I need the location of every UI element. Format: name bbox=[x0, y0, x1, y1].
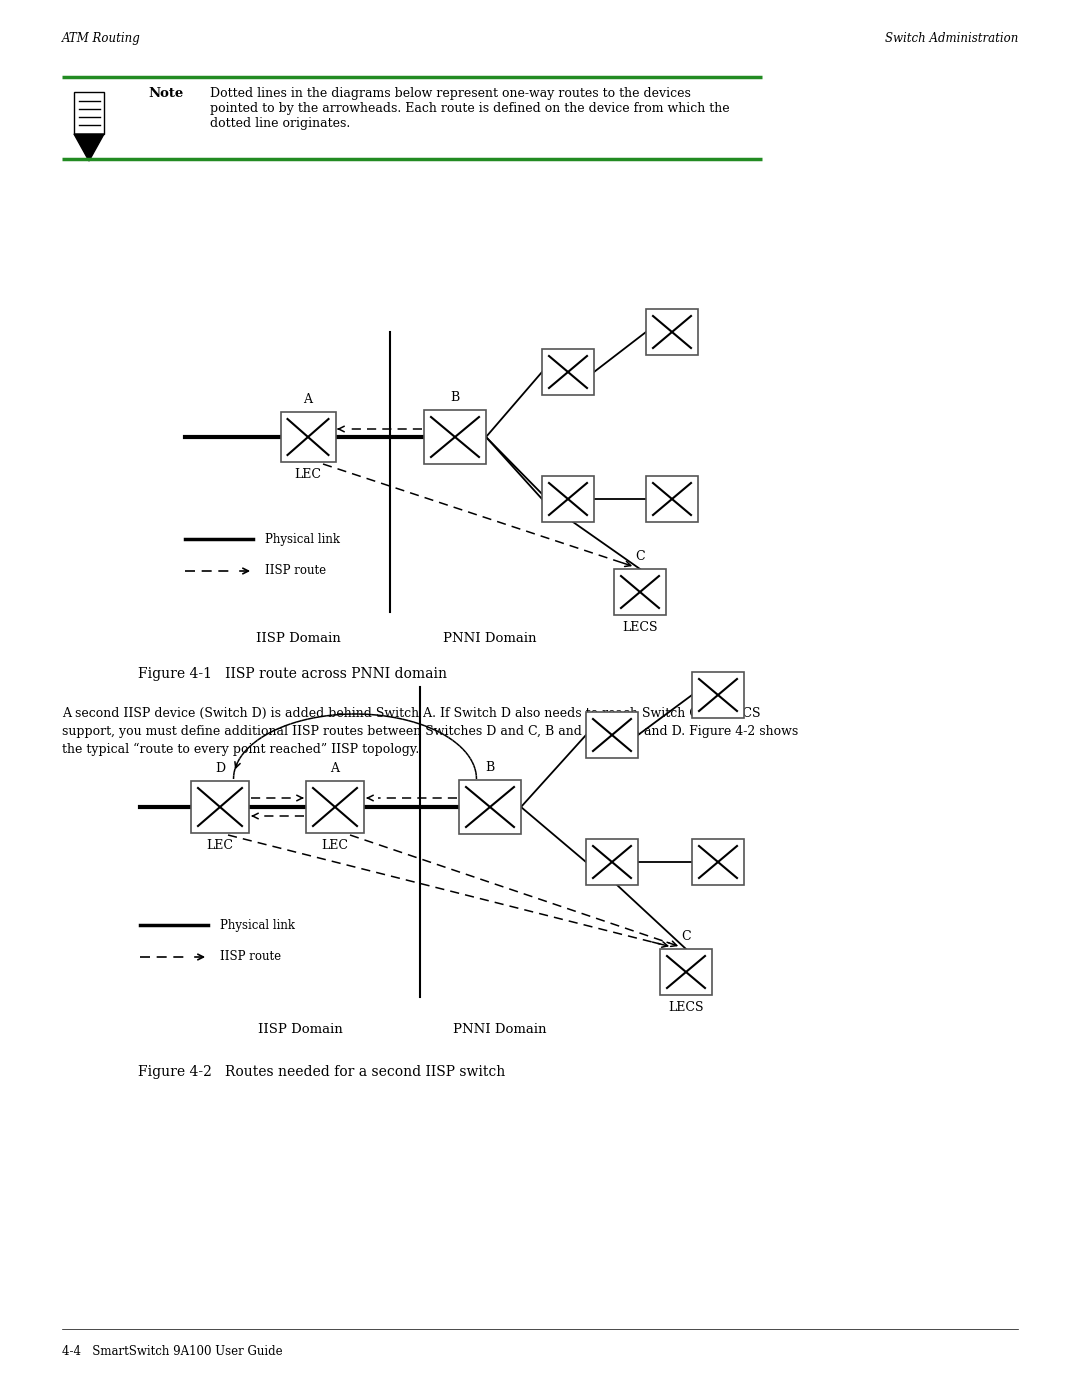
Bar bbox=[459, 780, 521, 834]
Bar bbox=[692, 672, 744, 718]
Text: Figure 4-2   Routes needed for a second IISP switch: Figure 4-2 Routes needed for a second II… bbox=[138, 1065, 505, 1078]
Text: Note: Note bbox=[148, 87, 184, 101]
Bar bbox=[191, 781, 249, 833]
Text: Physical link: Physical link bbox=[265, 532, 340, 545]
Text: PNNI Domain: PNNI Domain bbox=[454, 1023, 546, 1037]
Text: A: A bbox=[303, 393, 312, 407]
Bar bbox=[646, 476, 698, 522]
Text: LECS: LECS bbox=[622, 622, 658, 634]
Text: A second IISP device (Switch D) is added behind Switch A. If Switch D also needs: A second IISP device (Switch D) is added… bbox=[62, 707, 760, 719]
Bar bbox=[646, 309, 698, 355]
Bar bbox=[75, 92, 104, 134]
Text: LEC: LEC bbox=[322, 840, 349, 852]
Text: LEC: LEC bbox=[206, 840, 233, 852]
Text: Figure 4-1   IISP route across PNNI domain: Figure 4-1 IISP route across PNNI domain bbox=[138, 666, 447, 680]
Text: D: D bbox=[215, 761, 225, 775]
Text: IISP Domain: IISP Domain bbox=[258, 1023, 342, 1037]
Text: C: C bbox=[635, 550, 645, 563]
Text: the typical “route to every point reached” IISP topology.: the typical “route to every point reache… bbox=[62, 743, 419, 756]
Bar bbox=[586, 712, 638, 759]
Text: 4-4   SmartSwitch 9A100 User Guide: 4-4 SmartSwitch 9A100 User Guide bbox=[62, 1345, 283, 1358]
Text: support, you must define additional IISP routes between Switches D and C, B and : support, you must define additional IISP… bbox=[62, 725, 798, 738]
Bar bbox=[424, 409, 486, 464]
Text: LECS: LECS bbox=[669, 1002, 704, 1014]
Bar bbox=[660, 949, 712, 995]
Text: IISP route: IISP route bbox=[265, 564, 326, 577]
Bar bbox=[615, 569, 666, 615]
Text: dotted line originates.: dotted line originates. bbox=[210, 117, 350, 130]
Text: IISP route: IISP route bbox=[220, 950, 281, 964]
Text: LEC: LEC bbox=[295, 468, 322, 481]
Text: PNNI Domain: PNNI Domain bbox=[443, 631, 537, 645]
Text: Switch Administration: Switch Administration bbox=[885, 32, 1018, 45]
Text: B: B bbox=[450, 391, 460, 404]
Bar bbox=[542, 349, 594, 395]
Polygon shape bbox=[75, 134, 104, 161]
Bar bbox=[692, 840, 744, 886]
Bar bbox=[586, 840, 638, 886]
Text: pointed to by the arrowheads. Each route is defined on the device from which the: pointed to by the arrowheads. Each route… bbox=[210, 102, 730, 115]
Bar bbox=[281, 412, 336, 462]
Text: B: B bbox=[485, 761, 495, 774]
Text: Physical link: Physical link bbox=[220, 918, 295, 932]
Text: ATM Routing: ATM Routing bbox=[62, 32, 140, 45]
Text: A: A bbox=[330, 761, 339, 775]
Text: IISP Domain: IISP Domain bbox=[256, 631, 340, 645]
Bar bbox=[542, 476, 594, 522]
Bar bbox=[306, 781, 364, 833]
Text: C: C bbox=[681, 930, 691, 943]
Text: Dotted lines in the diagrams below represent one-way routes to the devices: Dotted lines in the diagrams below repre… bbox=[210, 87, 691, 101]
